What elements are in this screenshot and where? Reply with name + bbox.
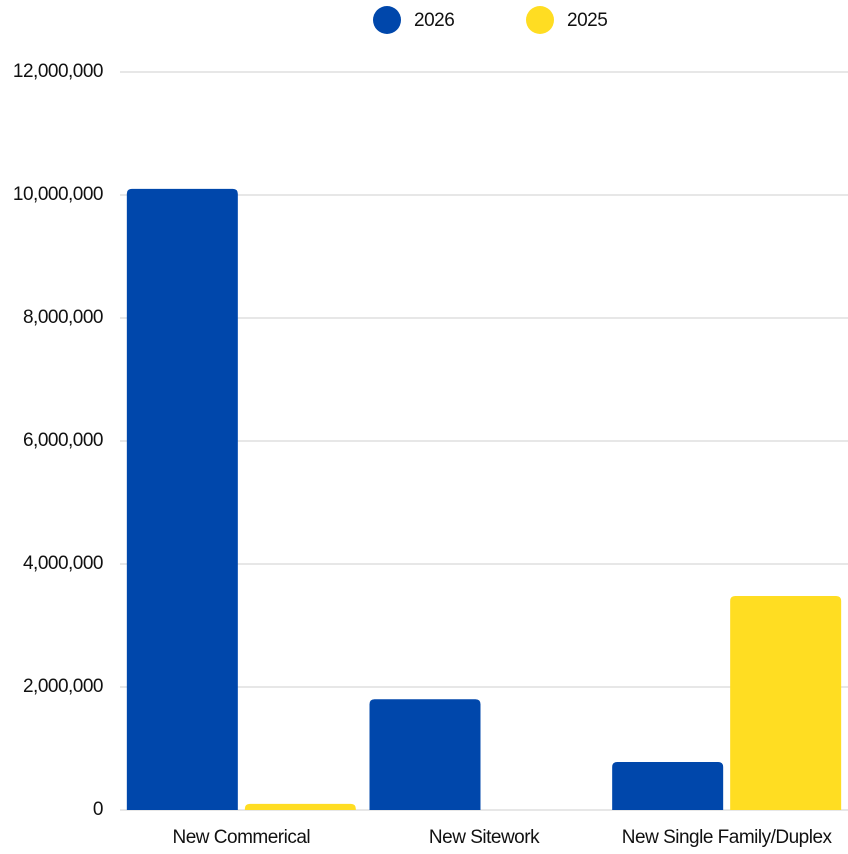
bar	[244, 803, 356, 810]
bar	[369, 699, 481, 810]
y-tick-label: 10,000,000	[13, 184, 103, 205]
bar	[126, 188, 238, 811]
legend-label: 2025	[567, 10, 607, 31]
y-tick-label: 12,000,000	[13, 61, 103, 82]
x-tick-label: New Sitework	[429, 827, 540, 848]
y-tick-label: 4,000,000	[23, 553, 103, 574]
legend-label: 2026	[414, 10, 454, 31]
bar	[730, 595, 842, 810]
legend-swatch	[526, 6, 554, 34]
y-tick-label: 2,000,000	[23, 676, 103, 697]
legend-swatch	[373, 6, 401, 34]
bar	[612, 762, 724, 810]
y-tick-label: 0	[93, 799, 103, 820]
x-tick-label: New Single Family/Duplex	[622, 827, 833, 848]
y-tick-label: 8,000,000	[23, 307, 103, 328]
x-tick-label: New Commerical	[173, 827, 311, 848]
y-tick-label: 6,000,000	[23, 430, 103, 451]
